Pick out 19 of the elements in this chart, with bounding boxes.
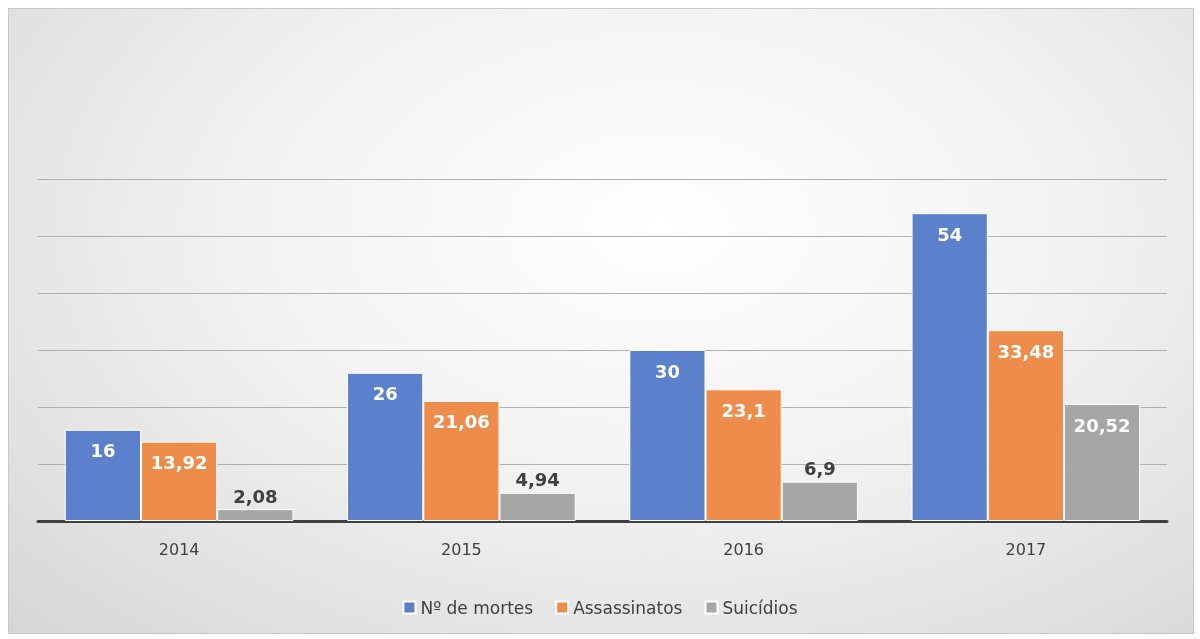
x-tick-label: 2015 xyxy=(441,539,482,559)
data-label: 23,1 xyxy=(721,399,766,421)
x-tick-label: 2017 xyxy=(1005,539,1047,559)
data-label: 4,94 xyxy=(515,469,560,491)
legend-label: Suicídios xyxy=(722,597,798,618)
x-tick-label: 2014 xyxy=(158,539,200,559)
data-label: 20,52 xyxy=(1073,414,1131,436)
legend-label: Nº de mortes xyxy=(420,597,534,618)
legend-label: Assassinatos xyxy=(573,597,683,618)
data-label: 13,92 xyxy=(150,452,208,474)
data-label: 26 xyxy=(372,383,398,405)
data-label: 21,06 xyxy=(432,411,490,433)
data-label: 33,48 xyxy=(997,340,1055,362)
data-label: 54 xyxy=(937,223,963,245)
x-tick-label: 2016 xyxy=(723,539,764,559)
data-label: 6,9 xyxy=(803,458,836,480)
data-label: 2,08 xyxy=(233,485,278,507)
data-label: 30 xyxy=(654,360,680,382)
data-label: 16 xyxy=(90,440,116,462)
